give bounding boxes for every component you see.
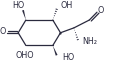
Text: NH₂: NH₂ xyxy=(83,37,98,46)
Text: HO: HO xyxy=(62,53,75,62)
Polygon shape xyxy=(53,45,58,56)
Text: O: O xyxy=(0,27,6,36)
Text: OHO: OHO xyxy=(16,51,34,60)
Text: O: O xyxy=(98,6,104,15)
Text: HO: HO xyxy=(12,1,24,10)
Text: OH: OH xyxy=(61,1,73,10)
Polygon shape xyxy=(22,10,26,20)
